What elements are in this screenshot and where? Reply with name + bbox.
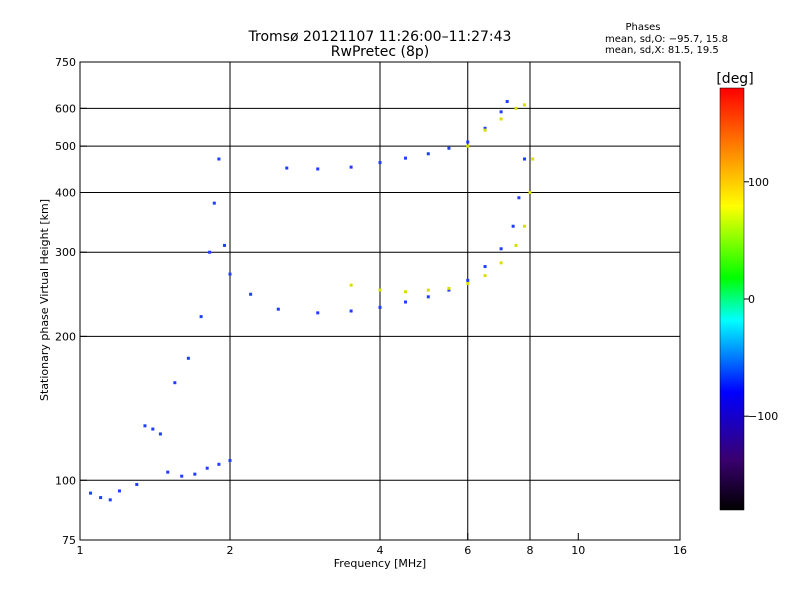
data-point-O xyxy=(499,247,503,251)
data-point-O xyxy=(466,140,470,144)
data-point-O xyxy=(483,126,487,130)
data-point-X xyxy=(426,288,430,292)
data-point-O xyxy=(505,100,509,104)
data-point-O xyxy=(173,381,177,385)
data-point-X xyxy=(483,274,487,278)
data-point-O xyxy=(135,482,139,486)
chart-subtitle: RwPretec (8p) xyxy=(331,44,429,60)
data-point-X xyxy=(523,224,527,228)
data-point-X xyxy=(499,261,503,265)
data-point-O xyxy=(166,470,170,474)
data-point-O xyxy=(403,156,407,160)
data-point-O xyxy=(217,157,221,161)
colorbar xyxy=(719,87,745,511)
data-point-O xyxy=(349,309,353,313)
x-tick-label: 2 xyxy=(227,544,234,557)
x-tick-label: 10 xyxy=(571,544,585,557)
data-point-O xyxy=(117,489,121,493)
data-point-X xyxy=(466,282,470,286)
data-point-O xyxy=(228,458,232,462)
data-point-X xyxy=(349,283,353,287)
data-point-O xyxy=(426,152,430,156)
colorbar-tick-label: 100 xyxy=(748,176,769,189)
data-point-O xyxy=(108,498,112,502)
data-point-O xyxy=(212,201,216,205)
data-point-O xyxy=(517,196,521,200)
phases-x-stats: mean, sd,X: 81.5, 19.5 xyxy=(605,45,719,56)
data-point-O xyxy=(276,307,280,311)
phases-o-stats: mean, sd,O: −95.7, 15.8 xyxy=(605,34,728,45)
data-point-O xyxy=(499,110,503,114)
chart-title: Tromsø 20121107 11:26:00–11:27:43 xyxy=(248,29,512,45)
data-point-O xyxy=(158,432,162,436)
x-tick-label: 8 xyxy=(527,544,534,557)
data-point-O xyxy=(249,292,253,296)
data-point-X xyxy=(514,106,518,110)
data-point-X xyxy=(466,144,470,148)
data-point-O xyxy=(228,272,232,276)
data-point-O xyxy=(99,496,103,500)
data-point-O xyxy=(523,157,527,161)
data-point-O xyxy=(151,427,155,431)
data-point-O xyxy=(180,474,184,478)
data-point-O xyxy=(186,356,190,360)
data-point-O xyxy=(316,167,320,171)
data-point-X xyxy=(514,243,518,247)
x-tick-label: 1 xyxy=(77,544,84,557)
data-point-O xyxy=(426,295,430,299)
y-tick-label: 600 xyxy=(55,102,76,115)
data-point-X xyxy=(483,128,487,132)
data-point-O xyxy=(378,305,382,309)
ticks-layer: 1 2 4 6 8 10 16 75 100 200 300 400 500 600 750 xyxy=(55,56,687,557)
x-tick-label: 16 xyxy=(673,544,687,557)
data-point-O xyxy=(511,224,515,228)
data-point-X xyxy=(531,157,535,161)
data-point-O xyxy=(447,288,451,292)
data-point-O xyxy=(89,491,93,495)
data-point-O xyxy=(217,462,221,466)
y-tick-label: 400 xyxy=(55,186,76,199)
data-point-X xyxy=(499,117,503,121)
data-point-O xyxy=(199,315,203,319)
data-point-O xyxy=(316,311,320,315)
colorbar-tick-label: 0 xyxy=(748,293,755,306)
y-tick-label: 500 xyxy=(55,140,76,153)
colorbar-tick-label: −100 xyxy=(748,410,778,423)
grid-layer xyxy=(80,62,680,540)
y-tick-label: 75 xyxy=(62,534,76,547)
data-point-O xyxy=(208,250,212,254)
y-tick-label: 100 xyxy=(55,474,76,487)
y-tick-label: 200 xyxy=(55,330,76,343)
data-point-O xyxy=(193,472,197,476)
data-point-O xyxy=(349,165,353,169)
colorbar-unit-label: [deg] xyxy=(716,71,753,87)
data-point-O xyxy=(483,265,487,269)
x-tick-label: 4 xyxy=(377,544,384,557)
data-point-X xyxy=(378,288,382,292)
x-tick-label: 6 xyxy=(464,544,471,557)
data-point-O xyxy=(223,243,227,247)
data-point-X xyxy=(447,286,451,290)
y-axis-label: Stationary phase Virtual Height [km] xyxy=(38,199,51,401)
x-axis-label: Frequency [MHz] xyxy=(334,557,426,570)
data-point-O xyxy=(447,146,451,150)
y-tick-label: 750 xyxy=(55,56,76,69)
data-point-O xyxy=(285,166,289,170)
y-tick-label: 300 xyxy=(55,246,76,259)
colorbar-ticks: 100 0 −100 xyxy=(744,176,778,423)
data-point-X xyxy=(528,190,532,194)
data-point-O xyxy=(143,424,147,428)
phases-heading: Phases xyxy=(625,22,660,33)
data-point-O xyxy=(205,466,209,470)
data-point-X xyxy=(523,103,527,107)
data-point-O xyxy=(403,300,407,304)
data-point-X xyxy=(403,290,407,294)
points-layer xyxy=(89,100,535,502)
data-point-O xyxy=(378,161,382,165)
data-point-O xyxy=(466,278,470,282)
